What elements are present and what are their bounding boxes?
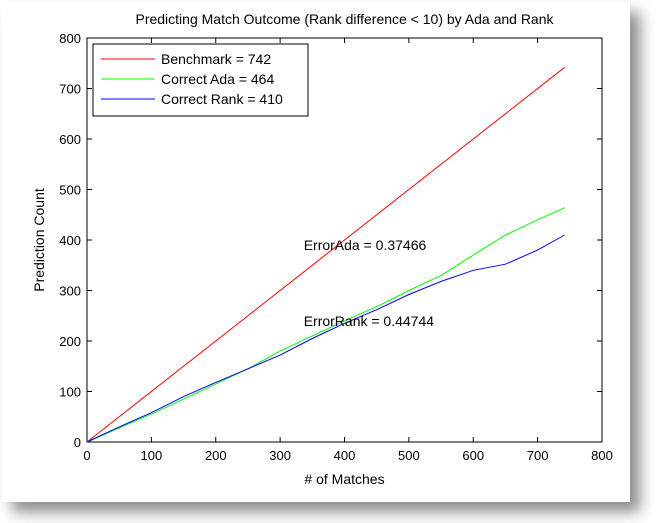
annotation-1: ErrorRank = 0.44744: [304, 313, 435, 329]
x-tick-label: 100: [141, 448, 163, 463]
line-chart: 0 100 200 300 400 500 600 700 800 0 100 200 300 400 50…: [31, 11, 613, 487]
legend-box: [92, 43, 309, 117]
series-line-0: [86, 66, 566, 443]
y-tick-label: 400: [59, 233, 81, 248]
legend-entry-0: Benchmark = 742: [161, 51, 271, 67]
y-tick-label: 500: [59, 183, 81, 198]
x-tick-label: 500: [398, 448, 420, 463]
y-tick-label: 700: [59, 82, 81, 97]
legend-entry-1: Correct Ada = 464: [161, 71, 274, 87]
x-tick-label: 800: [591, 448, 613, 463]
y-tick-label: 600: [59, 132, 81, 147]
y-tick-label: 800: [59, 31, 81, 46]
x-tick-label: 600: [462, 448, 484, 463]
x-tick-label: 300: [269, 448, 291, 463]
legend-entry-2: Correct Rank = 410: [161, 91, 283, 107]
x-tick-label: 0: [83, 448, 90, 463]
series-line-1: [86, 207, 565, 443]
y-tick-label: 200: [59, 334, 81, 349]
x-axis-label: # of Matches: [304, 471, 384, 487]
y-tick-label: 100: [59, 385, 81, 400]
y-tick-label: 0: [74, 435, 81, 450]
annotation-0: ErrorAda = 0.37466: [304, 237, 427, 253]
y-axis-label: Prediction Count: [31, 188, 47, 292]
series-line-2: [86, 234, 565, 443]
y-tick-label: 300: [59, 284, 81, 299]
figure: 0 100 200 300 400 500 600 700 800 0 100 200 300 400 50…: [2, 2, 630, 502]
x-tick-label: 400: [334, 448, 356, 463]
x-tick-label: 700: [527, 448, 549, 463]
x-tick-label: 200: [205, 448, 227, 463]
chart-title: Predicting Match Outcome (Rank differenc…: [135, 11, 554, 27]
